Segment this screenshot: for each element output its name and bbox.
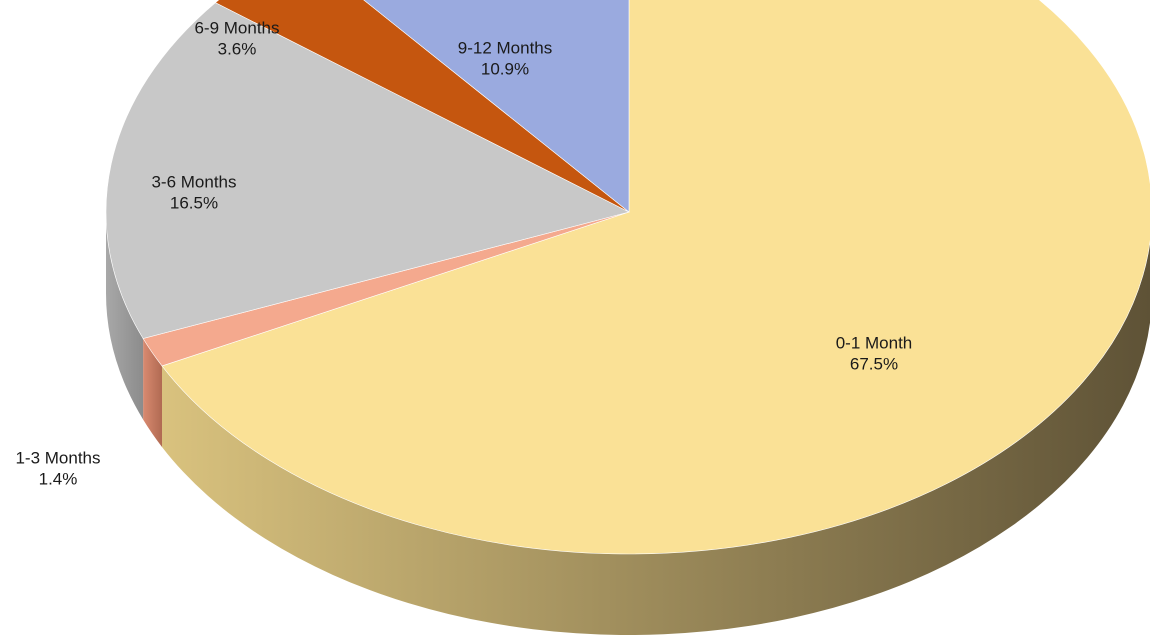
pie-slice-6-9-months: [214, 0, 630, 213]
slice-percent-label: 1.4%: [39, 470, 78, 489]
slice-label-1-3-months: 1-3 Months 1.4%: [15, 448, 100, 488]
pie-side-1-3-months: [143, 338, 162, 447]
slice-label-9-12-months: 9-12 Months 10.9%: [458, 38, 553, 78]
slice-label-0-1-month: 0-1 Month 67.5%: [836, 333, 913, 373]
slice-category-label: 3-6 Months: [151, 172, 236, 191]
pie-slice-3-6-months: [105, 2, 630, 339]
slice-category-label: 9-12 Months: [458, 38, 553, 57]
pie-sides: [106, 212, 1150, 635]
pie-side-0-1-month: [162, 241, 1150, 635]
slice-category-label: 1-3 Months: [15, 448, 100, 467]
slice-percent-label: 16.5%: [170, 194, 218, 213]
pie-labels: 0-1 Month 67.5% 1-3 Months 1.4% 3-6 Months 16…: [15, 18, 912, 488]
pie-slice-9-12-months: [363, 0, 630, 213]
slice-percent-label: 10.9%: [481, 60, 529, 79]
slice-percent-label: 67.5%: [850, 355, 898, 374]
slice-category-label: 0-1 Month: [836, 333, 913, 352]
slice-label-3-6-months: 3-6 Months 16.5%: [151, 172, 236, 212]
pie-slice-0-1-month: [161, 0, 1150, 555]
slice-percent-label: 3.6%: [218, 40, 257, 59]
pie-side-3-6-months: [106, 212, 144, 420]
pie-top: [105, 0, 1150, 555]
slice-category-label: 6-9 Months: [194, 18, 279, 37]
slice-label-6-9-months: 6-9 Months 3.6%: [194, 18, 279, 58]
